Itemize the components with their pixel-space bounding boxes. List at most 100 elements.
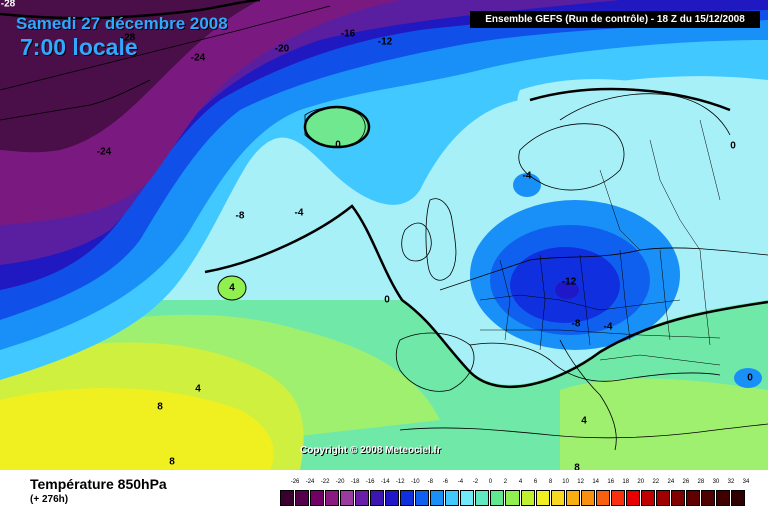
isotherm-label: 8 <box>574 462 580 471</box>
legend-label: 0 <box>488 479 493 485</box>
isotherm-label: 0 <box>335 139 341 151</box>
legend-swatch <box>715 490 730 506</box>
legend-label: 2 <box>503 479 508 485</box>
legend-label: 14 <box>592 479 600 485</box>
isotherm-label: -12 <box>377 36 393 48</box>
legend-label: 4 <box>518 479 523 485</box>
legend-swatch <box>310 490 325 506</box>
legend-label: 34 <box>742 479 750 485</box>
legend-label: -14 <box>380 479 390 485</box>
legend-label: -4 <box>457 479 464 485</box>
isotherm-label: -12 <box>561 276 577 288</box>
isotherm-label: 8 <box>169 456 175 468</box>
legend-swatch <box>685 490 700 506</box>
zero-isotherm <box>204 204 768 388</box>
legend-label: 22 <box>652 479 660 485</box>
isotherm-label: -16 <box>340 28 356 40</box>
legend-label: -10 <box>410 479 420 485</box>
isotherm-label: -28 <box>0 0 16 10</box>
country-borders <box>479 119 721 366</box>
zero-isotherm-north <box>0 0 261 20</box>
legend-label: -16 <box>365 479 375 485</box>
model-info: Ensemble GEFS (Run de contrôle) - 18 Z d… <box>470 11 760 28</box>
field-title: Température 850hPa <box>30 476 167 492</box>
legend-swatch <box>655 490 670 506</box>
isotherm-label: 4 <box>229 282 235 294</box>
legend-swatch <box>280 490 295 506</box>
east-cold-pocket <box>734 368 762 388</box>
copyright: Copyright © 2008 Meteociel.fr <box>300 445 441 456</box>
legend-label: 28 <box>697 479 705 485</box>
date-title: Samedi 27 décembre 2008 <box>16 14 228 33</box>
legend-swatch <box>670 490 685 506</box>
legend-swatches <box>280 490 746 506</box>
isotherm-label: -24 <box>96 146 112 158</box>
legend-swatch <box>550 490 565 506</box>
legend-label: -26 <box>290 479 300 485</box>
isotherm-label: -24 <box>190 52 206 64</box>
map-canvas <box>0 0 768 470</box>
legend-swatch <box>700 490 715 506</box>
legend-label: -24 <box>305 479 315 485</box>
band-plus-4-east <box>560 378 768 470</box>
isotherm-label: 4 <box>195 383 201 395</box>
isotherm-label: -8 <box>235 210 245 222</box>
isotherm-label: 4 <box>581 415 587 427</box>
legend-label: -18 <box>350 479 360 485</box>
legend-label: -6 <box>442 479 449 485</box>
legend-label: 30 <box>712 479 720 485</box>
isotherm-label: 0 <box>747 372 753 384</box>
footer: Température 850hPa (+ 276h) -26 -24 -22 -20… <box>0 470 768 512</box>
lead-time: (+ 276h) <box>30 494 69 505</box>
isotherm-label: 0 <box>384 294 390 306</box>
legend-label: -20 <box>335 479 345 485</box>
legend-label: -8 <box>427 479 433 485</box>
isotherm-label: -4 <box>294 207 304 219</box>
legend-label: 6 <box>533 479 538 485</box>
legend-swatch <box>535 490 550 506</box>
temperature-map: Samedi 27 décembre 2008 7:00 locale Ense… <box>0 0 768 470</box>
legend-swatch <box>595 490 610 506</box>
legend-swatch <box>505 490 520 506</box>
color-legend: -26 -24 -22 -20 -18 -16 -14 -12 -10 -8 -6 -4 -2 0 2 4 6 8… <box>280 479 750 509</box>
legend-swatch <box>580 490 595 506</box>
isotherm-label: 8 <box>157 401 163 413</box>
legend-label: 8 <box>548 479 553 485</box>
isotherm-label: -4 <box>522 170 532 182</box>
legend-swatch <box>460 490 475 506</box>
legend-swatch <box>610 490 625 506</box>
legend-swatch <box>565 490 580 506</box>
legend-label: 32 <box>727 479 735 485</box>
legend-label: -12 <box>395 479 405 485</box>
legend-swatch <box>445 490 460 506</box>
legend-swatch <box>640 490 655 506</box>
legend-swatch <box>340 490 355 506</box>
legend-swatch <box>400 490 415 506</box>
legend-label: 18 <box>622 479 630 485</box>
legend-label: 10 <box>562 479 569 485</box>
legend-label: 24 <box>667 479 675 485</box>
band-minus-28 <box>0 0 260 153</box>
scandinavia-mild <box>517 79 768 210</box>
isotherm-label: -28 <box>120 32 136 44</box>
legend-label: 16 <box>607 479 615 485</box>
isotherm-label: 0 <box>730 140 736 152</box>
band-plus-8 <box>0 388 274 470</box>
legend-swatch <box>325 490 340 506</box>
zero-isotherm-scandinavia <box>529 87 731 112</box>
legend-label: 20 <box>637 479 645 485</box>
isotherm-label: -20 <box>274 43 290 55</box>
time-title: 7:00 locale <box>20 34 138 60</box>
legend-swatch <box>430 490 445 506</box>
legend-swatch <box>370 490 385 506</box>
legend-label: -22 <box>320 479 330 485</box>
legend-swatch <box>730 490 745 506</box>
coastlines <box>0 5 768 451</box>
legend-label: 12 <box>577 479 584 485</box>
cold-core <box>555 281 579 299</box>
legend-swatch <box>295 490 310 506</box>
legend-labels: -26 -24 -22 -20 -18 -16 -14 -12 -10 -8 -6 -4 -2 0 2 4 6 8… <box>280 479 750 489</box>
atlantic-warm-pocket <box>217 275 247 301</box>
legend-swatch <box>625 490 640 506</box>
legend-swatch <box>475 490 490 506</box>
